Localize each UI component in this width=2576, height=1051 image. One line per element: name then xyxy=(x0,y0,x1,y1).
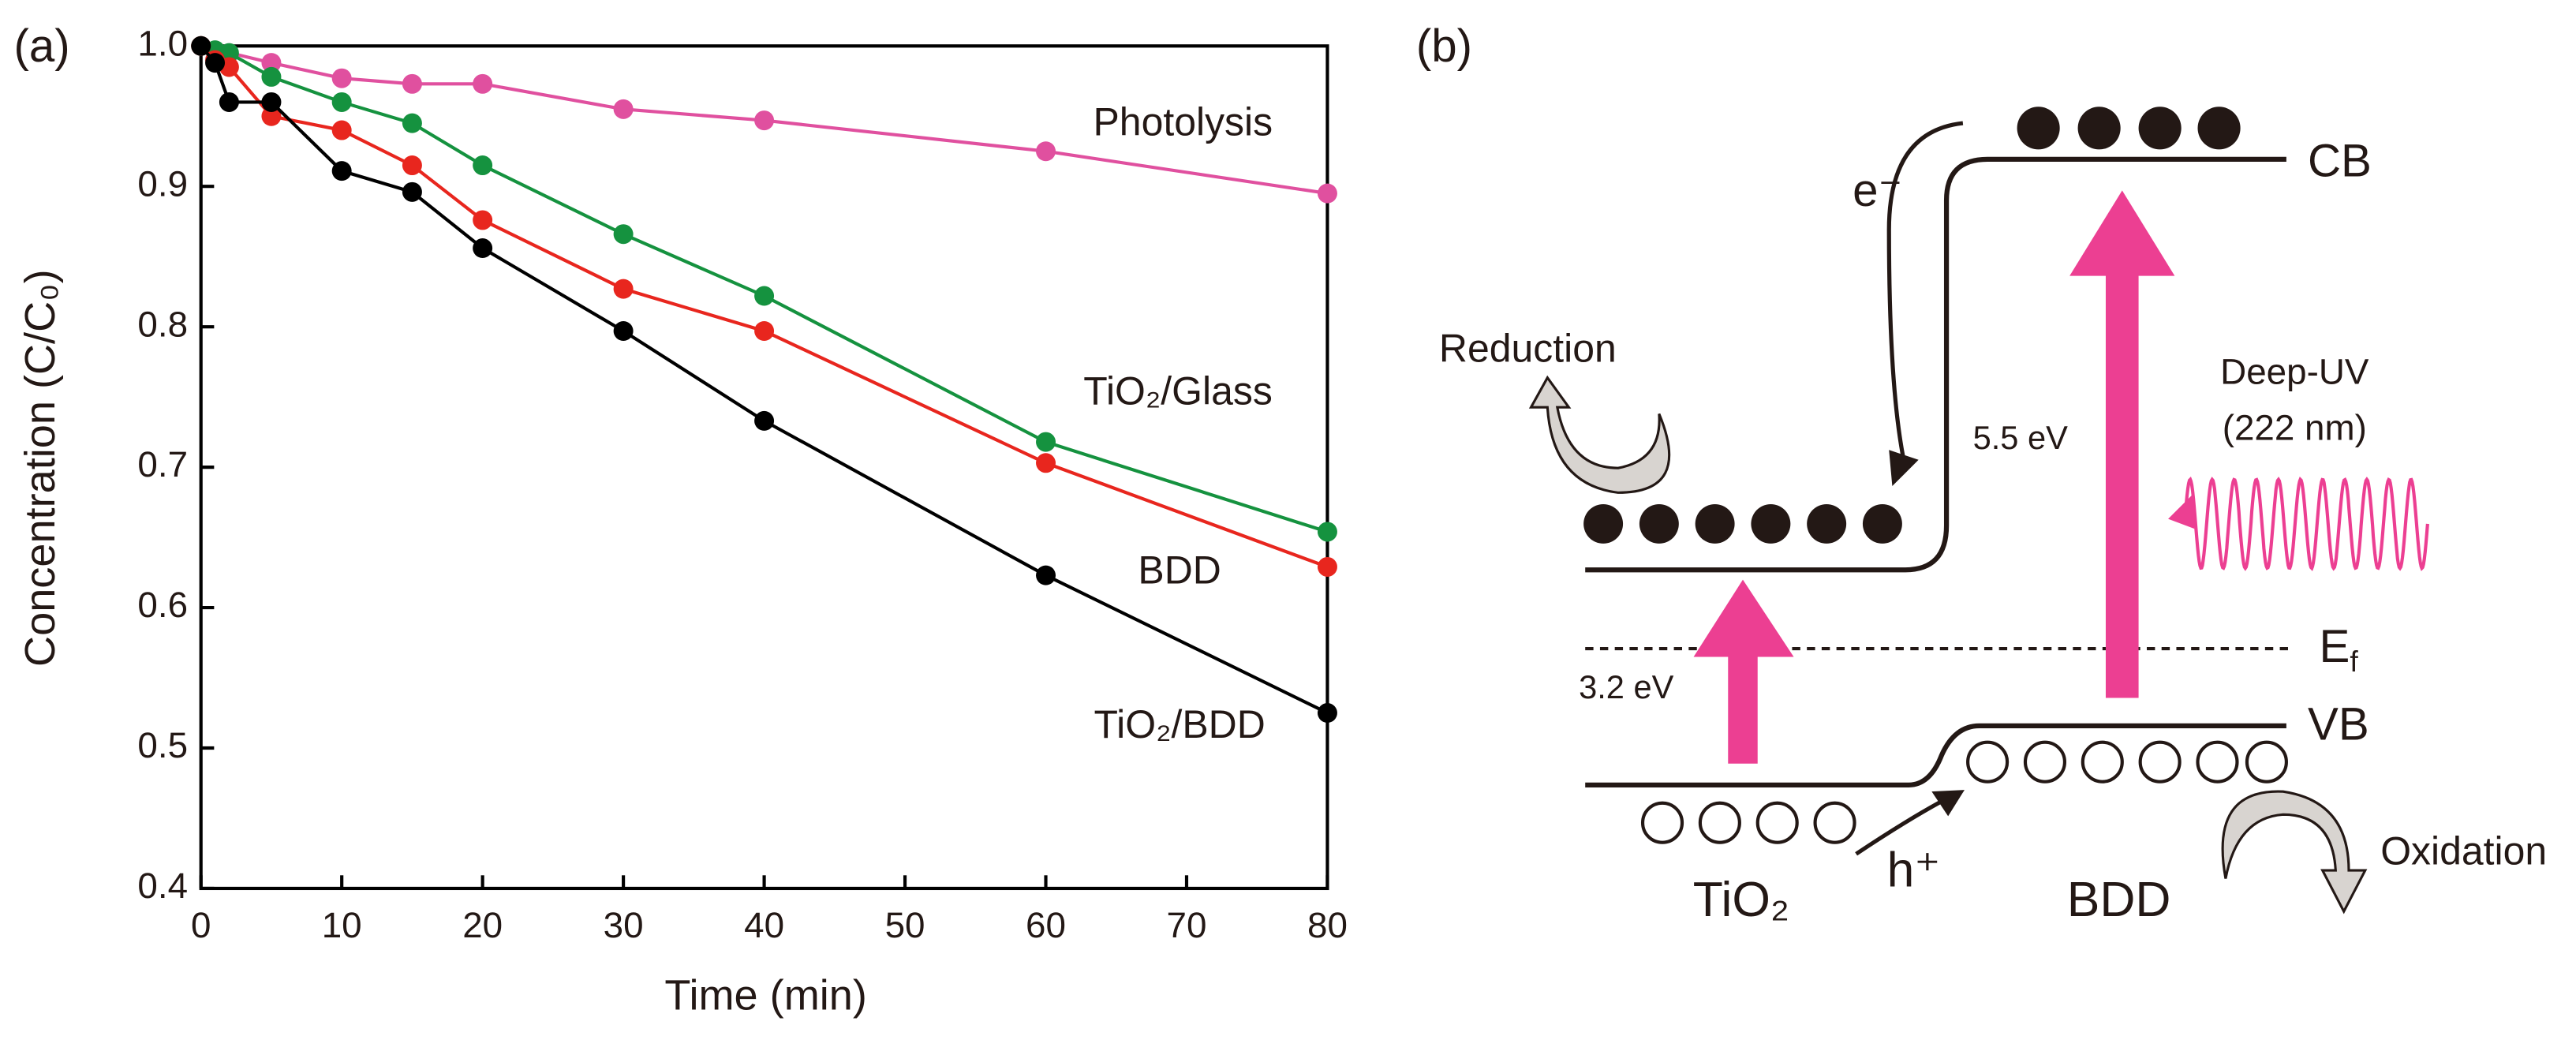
data-point xyxy=(1036,565,1056,585)
data-point xyxy=(261,92,282,112)
data-point xyxy=(613,279,634,299)
data-point xyxy=(331,161,352,181)
wavelength-label: (222 nm) xyxy=(2223,407,2367,447)
data-point xyxy=(1036,141,1056,162)
y-axis-label: Concentration (C/C₀) xyxy=(17,269,64,667)
data-point xyxy=(331,92,352,112)
data-point xyxy=(205,53,226,73)
fermi-sub: f xyxy=(2350,645,2358,678)
data-point xyxy=(402,113,422,133)
x-tick-label: 50 xyxy=(885,905,925,945)
data-point xyxy=(261,66,282,87)
y-tick-label: 0.9 xyxy=(137,163,188,204)
excitation-arrow xyxy=(2069,190,2175,698)
data-point xyxy=(402,73,422,94)
y-tick-label: 0.6 xyxy=(137,585,188,625)
plot-frame xyxy=(199,44,1329,891)
excitation-arrow xyxy=(1693,579,1794,764)
cb-band xyxy=(1585,156,2286,573)
data-point xyxy=(1036,453,1056,473)
cb-label: CB xyxy=(2308,136,2372,187)
electrons xyxy=(1583,107,2241,544)
data-point xyxy=(1317,183,1337,204)
light-label: Deep-UV xyxy=(2220,352,2369,392)
x-tick-label: 80 xyxy=(1307,905,1348,945)
data-point xyxy=(219,92,239,112)
fermi-label: Ef xyxy=(2320,622,2359,678)
x-tick-label: 40 xyxy=(744,905,784,945)
vb-label: VB xyxy=(2308,698,2369,750)
x-tick-label: 10 xyxy=(322,905,362,945)
gap-label: 3.2 eV xyxy=(1579,668,1674,705)
x-tick-label: 30 xyxy=(604,905,644,945)
hole-transfer-arrow xyxy=(1855,799,1943,856)
data-point xyxy=(402,181,422,202)
data-point xyxy=(331,68,352,88)
x-axis-label: Time (min) xyxy=(664,972,867,1019)
data-point xyxy=(261,106,282,126)
electron-transfer-arrow xyxy=(1886,121,1964,469)
vb-band xyxy=(1585,723,2286,787)
data-point xyxy=(473,210,493,230)
data-point xyxy=(473,155,493,176)
data-point xyxy=(613,224,634,245)
x-tick-label: 70 xyxy=(1167,905,1207,945)
data-point xyxy=(1317,703,1337,724)
data-point xyxy=(402,155,422,176)
bdd-label: BDD xyxy=(2067,872,2171,927)
series-label: BDD xyxy=(1138,548,1221,593)
data-point xyxy=(191,36,211,56)
x-tick-label: 20 xyxy=(462,905,503,945)
y-tick-label: 0.5 xyxy=(137,725,188,765)
series-label: TiO₂/BDD xyxy=(1094,702,1265,746)
y-tick-label: 0.7 xyxy=(137,444,188,484)
data-point xyxy=(1317,556,1337,577)
arrowhead xyxy=(1889,450,1919,487)
data-point xyxy=(261,53,282,73)
y-tick-label: 1.0 xyxy=(137,23,188,63)
uv-wave xyxy=(2182,477,2429,571)
y-tick-label: 0.8 xyxy=(137,304,188,344)
data-point xyxy=(754,286,775,306)
data-point xyxy=(473,238,493,259)
reduction-arrow xyxy=(1528,375,1671,494)
panel-label: (b) xyxy=(1416,21,1472,72)
tio2-label: TiO₂ xyxy=(1693,872,1789,927)
panel-label: (a) xyxy=(13,21,69,72)
data-point xyxy=(613,99,634,119)
fermi-main: E xyxy=(2320,622,2350,673)
arrowhead xyxy=(1931,790,1965,817)
holes xyxy=(1640,740,2288,844)
data-point xyxy=(1317,522,1337,542)
data-point xyxy=(1036,432,1056,452)
data-point xyxy=(754,321,775,341)
data-point xyxy=(754,110,775,131)
data-point xyxy=(331,120,352,140)
y-tick-label: 0.4 xyxy=(137,866,188,906)
oxidation-label: Oxidation xyxy=(2380,828,2547,873)
x-tick-label: 60 xyxy=(1026,905,1066,945)
series-label: Photolysis xyxy=(1093,99,1273,144)
data-point xyxy=(754,410,775,431)
x-tick-label: 0 xyxy=(191,905,211,945)
reduction-label: Reduction xyxy=(1439,327,1617,371)
arrowhead xyxy=(2168,492,2195,529)
series-label: TiO₂/Glass xyxy=(1083,369,1273,413)
gap-label: 5.5 eV xyxy=(1973,419,2069,456)
band-diagram xyxy=(1528,107,2368,914)
hole-label: h⁺ xyxy=(1887,843,1941,898)
data-point xyxy=(613,321,634,341)
data-point xyxy=(473,73,493,94)
oxidation-arrow xyxy=(2221,790,2368,914)
electron-label: e⁻ xyxy=(1853,165,1902,216)
